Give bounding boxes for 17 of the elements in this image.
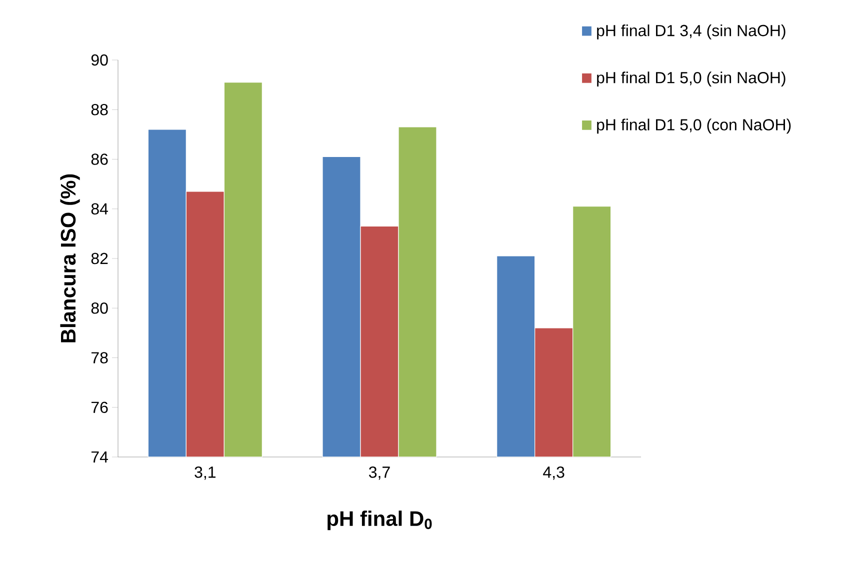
legend-label: pH final D1 3,4 (sin NaOH) (597, 24, 786, 40)
x-tick-label: 4,3 (543, 466, 564, 480)
y-tick-label: 84 (91, 203, 108, 215)
x-tick-label: 3,1 (194, 466, 216, 480)
y-tick-label: 88 (91, 104, 108, 116)
legend-label: pH final D1 5,0 (sin NaOH) (597, 72, 786, 87)
y-tick-label: 80 (91, 302, 108, 314)
y-tick-label: 78 (91, 352, 108, 364)
x-axis-title: pH final D$_{0}$ (328, 510, 432, 530)
y-tick-label: 76 (91, 402, 108, 414)
y-tick-label: 86 (91, 154, 108, 165)
y-tick-label: 74 (91, 451, 108, 462)
legend-label: pH final D1 5,0 (con NaOH) (597, 118, 791, 134)
y-tick-label: 90 (91, 54, 108, 66)
y-axis-title: Blancura ISO (%) (60, 174, 80, 342)
x-tick-label: 3,7 (368, 466, 390, 480)
y-tick-label: 82 (91, 252, 108, 264)
